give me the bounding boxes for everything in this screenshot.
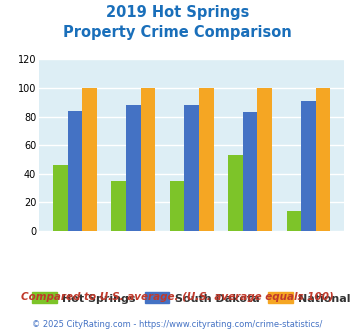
Bar: [53, 165, 67, 231]
Bar: [286, 211, 301, 231]
Bar: [126, 105, 141, 231]
Bar: [184, 105, 199, 231]
Bar: [141, 88, 155, 231]
Bar: [301, 101, 316, 231]
Bar: [316, 88, 331, 231]
Bar: [257, 88, 272, 231]
Bar: [199, 88, 214, 231]
Bar: [82, 88, 97, 231]
Bar: [111, 181, 126, 231]
Bar: [170, 181, 184, 231]
Text: Property Crime Comparison: Property Crime Comparison: [63, 25, 292, 40]
Text: Compared to U.S. average. (U.S. average equals 100): Compared to U.S. average. (U.S. average …: [21, 292, 334, 302]
Text: 2019 Hot Springs: 2019 Hot Springs: [106, 5, 249, 20]
Legend: Hot Springs, South Dakota, National: Hot Springs, South Dakota, National: [28, 288, 355, 308]
Bar: [228, 155, 243, 231]
Bar: [67, 111, 82, 231]
Text: © 2025 CityRating.com - https://www.cityrating.com/crime-statistics/: © 2025 CityRating.com - https://www.city…: [32, 320, 323, 329]
Bar: [243, 112, 257, 231]
